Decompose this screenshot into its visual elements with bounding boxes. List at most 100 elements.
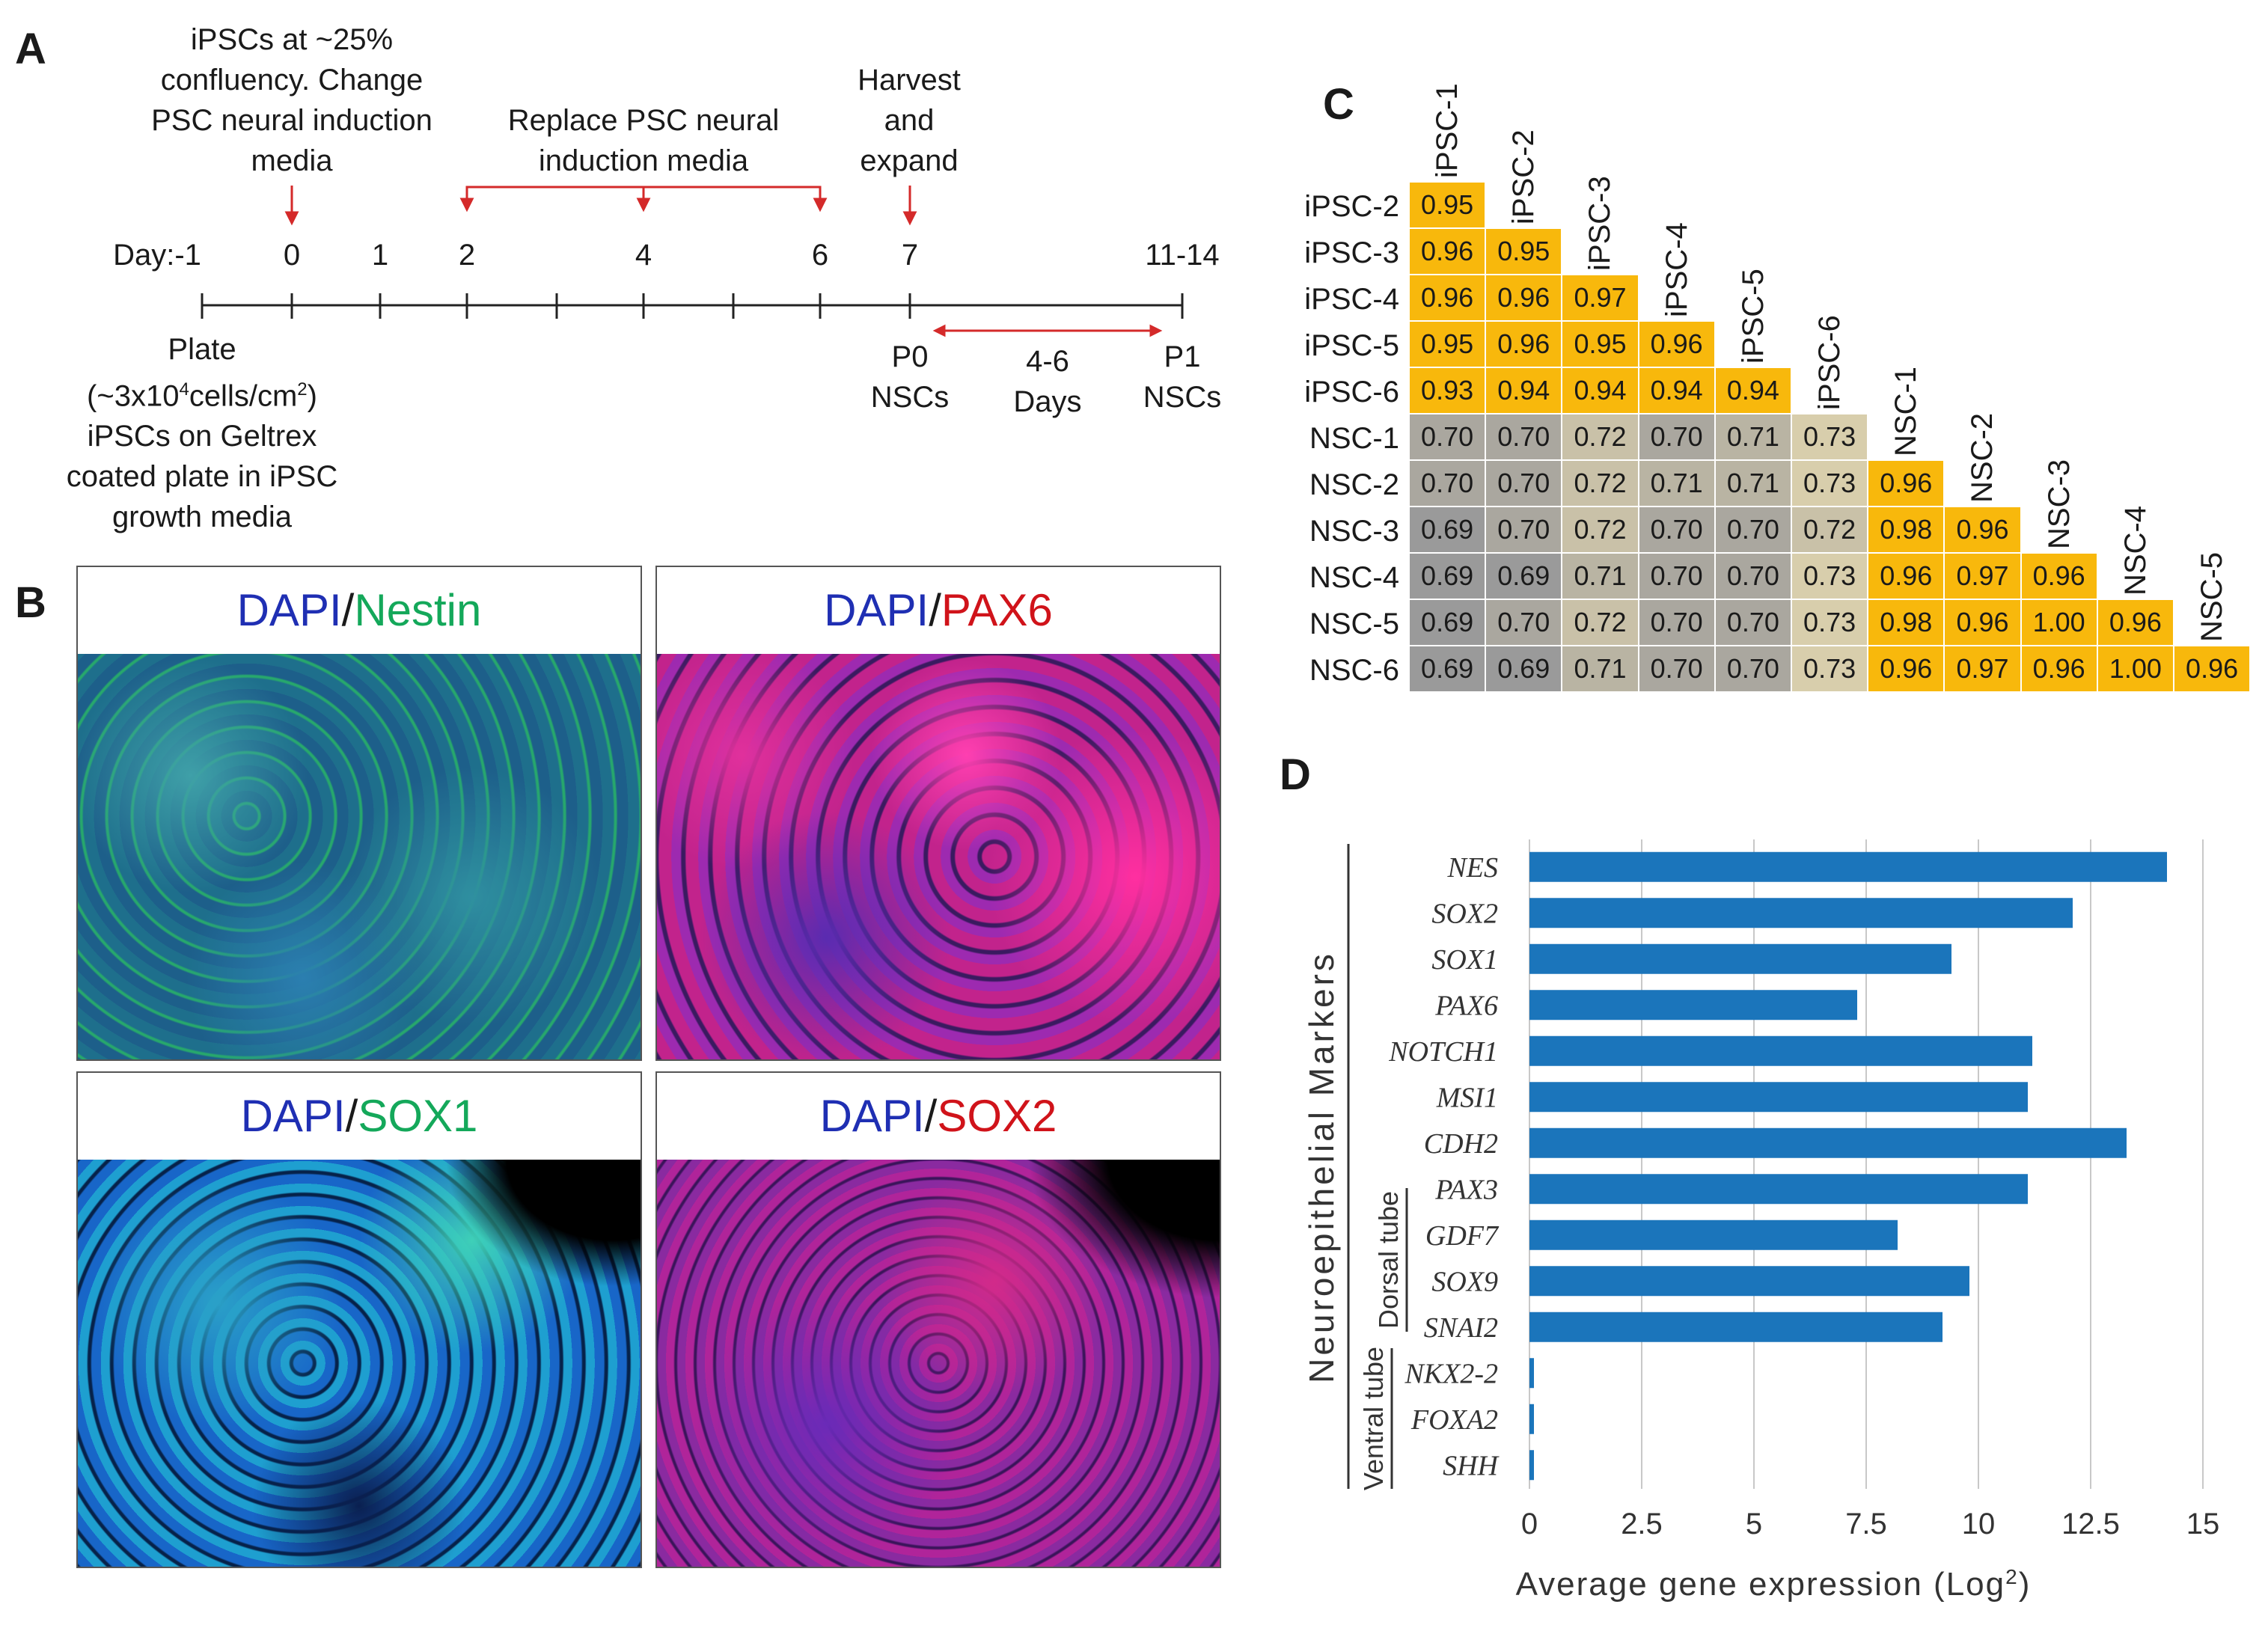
y-tick-label: SHH [1443,1450,1500,1481]
micrograph-sox1: DAPI / SOX1 [76,1071,642,1568]
matrix-row-label: iPSC-5 [1304,329,1399,362]
micrograph-title: DAPI / SOX1 [240,1090,478,1141]
x-tick-label: 0 [1521,1508,1538,1540]
sox2-image [657,1160,1220,1567]
matrix-cell: 0.72 [1562,507,1639,554]
matrix-cell: 0.96 [1868,461,1945,507]
y-tick-label: FOXA2 [1410,1404,1498,1436]
matrix-row-label: NSC-5 [1309,608,1399,640]
matrix-row-label: iPSC-3 [1304,236,1399,269]
y-tick-label: SOX9 [1431,1266,1498,1297]
matrix-cell: 0.70 [1715,646,1792,693]
matrix-cell: 0.96 [1410,275,1487,322]
replace-arrow-head-2 [459,198,474,212]
matrix-row-label: NSC-2 [1309,468,1399,501]
pax6-image [657,654,1220,1059]
matrix-cell: 0.96 [2174,646,2252,693]
matrix-cell: 0.72 [1562,461,1639,507]
matrix-cell: 0.73 [1792,600,1869,646]
replace-media-note: Replace PSC neural induction media [507,104,780,177]
micrograph-title: DAPI / Nestin [236,584,482,635]
plate-note: Plate (~3x104cells/cm2) iPSCs on Geltrex… [66,333,338,534]
y-tick-label: MSI1 [1436,1082,1498,1113]
matrix-cell: 0.69 [1410,646,1487,693]
x-tick-label: 15 [2186,1508,2220,1540]
matrix-cell: 0.70 [1486,507,1563,554]
sox1-image [78,1160,641,1567]
matrix-cell: 0.98 [1868,507,1945,554]
day-label-2: 2 [458,239,476,272]
bar-foxa2 [1529,1404,1534,1434]
matrix-row-label: iPSC-6 [1304,376,1399,408]
matrix-cell: 0.70 [1486,600,1563,646]
matrix-row-label: NSC-1 [1309,422,1399,455]
matrix-cell: 0.69 [1410,600,1487,646]
matrix-cell: 0.98 [1868,600,1945,646]
nestin-image [78,654,641,1059]
matrix-cell: 0.73 [1792,646,1869,693]
day-label-7: 7 [901,239,919,272]
matrix-cell: 0.97 [1562,275,1639,322]
x-tick-label: 5 [1746,1508,1762,1540]
micrograph-title: DAPI / PAX6 [824,584,1053,635]
y-tick-label: PAX3 [1434,1174,1498,1205]
matrix-row-label: NSC-3 [1309,515,1399,548]
micrograph-nestin: DAPI / Nestin [76,566,642,1061]
y-tick-label: GDF7 [1425,1220,1500,1252]
matrix-cell: 0.70 [1715,507,1792,554]
micrograph-pax6: DAPI / PAX6 [655,566,1221,1061]
matrix-cell: 1.00 [2097,646,2174,693]
day-label-6: 6 [811,239,829,272]
matrix-cell: 0.94 [1639,368,1716,414]
day-label-minus1: Day:-1 [113,239,201,272]
matrix-cell: 0.94 [1486,368,1563,414]
p1-nscs: P1 NSCs [1143,340,1222,414]
matrix-cell: 0.69 [1410,554,1487,600]
y-tick-label: NES [1446,852,1498,884]
group-label-dorsal: Dorsal tube [1373,1191,1404,1329]
matrix-row-label: NSC-6 [1309,654,1399,687]
matrix-cell: 0.96 [1410,229,1487,275]
matrix-cell: 0.71 [1562,646,1639,693]
day-label-4: 4 [635,239,652,272]
day-label-1: 1 [371,239,389,272]
matrix-cell: 1.00 [2021,600,2098,646]
bar-pax3 [1529,1174,2028,1205]
p0-nscs: P0 NSCs [870,340,950,414]
matrix-cell: 0.70 [1410,461,1487,507]
matrix-cell: 0.96 [1486,275,1563,322]
matrix-cell: 0.70 [1486,414,1563,461]
matrix-cell: 0.70 [1715,554,1792,600]
harvest-arrow-head [902,211,917,226]
matrix-cell: 0.95 [1486,229,1563,275]
panel-label-a: A [15,25,46,73]
bar-sox9 [1529,1266,1969,1297]
day-label-0: 0 [283,239,301,272]
bar-msi1 [1529,1082,2028,1113]
day-label-11-14: 11-14 [1145,239,1220,272]
timeline-graphic [201,186,1184,337]
correlation-matrix: iPSC-1 iPSC-2 iPSC-3 iPSC-4 iPSC-5 iPSC-6 NSC-… [0,0,2268,718]
matrix-cell: 0.94 [1715,368,1792,414]
y-tick-label: PAX6 [1434,990,1498,1021]
micrograph-title: DAPI / SOX2 [819,1090,1057,1141]
replace-arrow-head-6 [813,198,828,212]
y-tick-label: NKX2-2 [1404,1358,1498,1389]
matrix-cell: 0.73 [1792,461,1869,507]
matrix-cell: 0.95 [1562,322,1639,368]
matrix-cell: 0.96 [1868,646,1945,693]
matrix-cell: 0.71 [1715,461,1792,507]
matrix-cell: 0.94 [1562,368,1639,414]
micrograph-sox2: DAPI / SOX2 [655,1071,1221,1568]
bar-gdf7 [1529,1220,1898,1250]
bar-cdh2 [1529,1127,2127,1158]
matrix-cell: 0.96 [1945,507,2022,554]
matrix-cell: 0.69 [1486,554,1563,600]
matrix-cell: 0.72 [1792,507,1869,554]
group-label-main: Neuroepithelial Markers [1302,951,1341,1383]
y-tick-label: CDH2 [1424,1128,1498,1160]
bar-nkx2-2 [1529,1358,1534,1389]
bar-pax6 [1529,990,1857,1020]
matrix-cell: 0.95 [1410,322,1487,368]
replace-arrow-head-4 [636,198,651,212]
